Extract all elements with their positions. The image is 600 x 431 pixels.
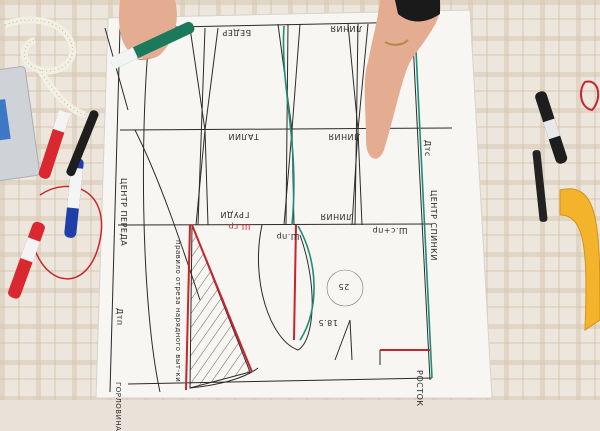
label-pravilo: правило отреза нарядного выт-ки	[174, 240, 182, 383]
green-marker-in-hand	[109, 21, 195, 70]
black-marker	[66, 110, 99, 177]
hand-right	[364, 0, 441, 159]
label-liniya-chest: ЛИНИЯ	[320, 212, 353, 221]
label-value-25: 25	[338, 282, 350, 291]
label-liniya-top: ЛИНИЯ	[330, 24, 363, 33]
label-sh-plus-pr: Ш.с+пр	[372, 226, 408, 235]
black-marker-right	[535, 91, 568, 164]
scene	[0, 0, 600, 400]
label-talii: ТАЛИИ	[228, 132, 259, 141]
label-centr-pereda: ЦЕНТР ПЕРЕДА	[119, 178, 128, 247]
label-rost: РОСТОК	[415, 370, 424, 407]
label-grudi: ГРУДИ	[220, 210, 250, 219]
value-circle	[326, 269, 364, 307]
red-lines	[185, 224, 430, 391]
pattern-drawing	[104, 21, 453, 393]
red-marker-bottom	[8, 221, 45, 299]
label-sh-gr: Ш.гр	[228, 222, 251, 231]
label-value-185: 18.5	[318, 318, 338, 327]
label-gorlovina: ГОРЛОВИНА	[114, 382, 122, 431]
label-bedra: БЕДЕР	[222, 28, 252, 37]
label-dtp: Дтп	[115, 308, 124, 326]
label-liniya-mid: ЛИНИЯ	[328, 132, 361, 141]
yellow-curve-ruler	[559, 188, 600, 331]
red-clip	[579, 80, 600, 112]
label-centr-spinki: ЦЕНТР СПИНКИ	[429, 190, 438, 261]
black-pen-right	[532, 150, 548, 222]
teal-lines	[282, 25, 433, 379]
red-thread	[34, 185, 103, 280]
red-marker	[38, 109, 71, 179]
blue-marker	[64, 158, 84, 238]
label-sh-pr: Ш.пр	[276, 232, 300, 241]
label-dts: Дтс	[423, 140, 432, 157]
